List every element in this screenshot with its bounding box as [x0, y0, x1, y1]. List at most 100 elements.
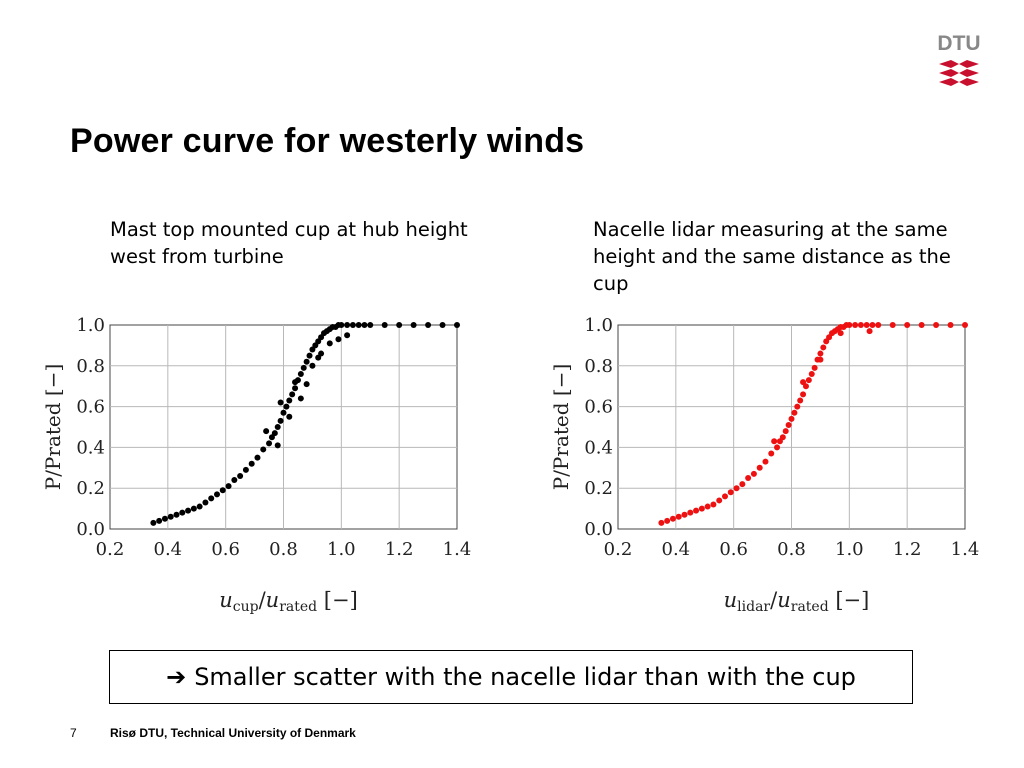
data-point: [263, 428, 270, 435]
data-point: [918, 322, 925, 328]
data-point: [779, 434, 786, 441]
data-point: [326, 340, 333, 347]
data-point: [875, 322, 882, 328]
logo-text: DTU: [937, 32, 980, 55]
y-tick-label: 0.8: [76, 356, 105, 377]
y-tick-label: 1.0: [584, 315, 613, 336]
data-point: [309, 362, 316, 369]
y-tick-label: 0.4: [76, 437, 105, 458]
data-point: [817, 350, 824, 357]
x-tick-label: 0.6: [719, 539, 748, 560]
x-label-slash: /: [770, 588, 778, 612]
data-point: [727, 489, 734, 496]
data-point: [286, 413, 293, 420]
data-point: [173, 511, 180, 518]
x-tick-label: 1.4: [951, 539, 980, 560]
logo-wave: [939, 69, 979, 77]
data-point: [756, 464, 763, 471]
x-tick-label: 0.6: [211, 539, 240, 560]
data-point: [315, 354, 322, 361]
x-label-space: [317, 588, 324, 612]
data-point: [664, 517, 671, 524]
data-point: [852, 322, 859, 328]
page-number: 7: [70, 726, 77, 740]
y-tick-label: 0.6: [76, 397, 105, 418]
data-point: [367, 322, 374, 328]
data-point: [303, 381, 310, 388]
data-point: [889, 322, 896, 328]
data-point: [800, 391, 807, 398]
data-point: [289, 391, 296, 398]
data-point: [190, 505, 197, 512]
data-point: [788, 415, 795, 422]
y-axis-label: P/Prated [−]: [549, 364, 573, 491]
data-point: [863, 322, 870, 328]
data-point: [396, 322, 403, 328]
data-point: [161, 515, 168, 522]
y-tick-label: 0.4: [584, 437, 613, 458]
data-point: [716, 497, 723, 504]
data-point: [710, 501, 717, 508]
data-point: [344, 322, 351, 328]
logo-wave: [939, 78, 979, 86]
data-point: [410, 322, 417, 328]
x-label-part: [−]: [324, 588, 358, 612]
y-axis-label: P/Prated [−]: [41, 364, 65, 491]
data-point: [274, 424, 281, 430]
data-point: [297, 395, 304, 402]
x-axis-label: ucup/urated [−]: [219, 588, 358, 615]
data-point: [768, 450, 775, 457]
data-point: [866, 328, 873, 335]
data-point: [254, 454, 261, 461]
data-point: [156, 517, 163, 524]
data-point: [857, 322, 864, 328]
data-point: [425, 322, 432, 328]
y-tick-label: 0.2: [76, 478, 105, 499]
y-tick-label: 1.0: [76, 315, 105, 336]
data-point: [785, 421, 792, 428]
y-tick-label: 0.2: [584, 478, 613, 499]
data-point: [693, 507, 700, 514]
data-point: [283, 403, 290, 410]
data-point: [277, 417, 284, 424]
data-point: [811, 364, 818, 371]
data-point: [658, 519, 665, 526]
data-point: [904, 322, 911, 328]
chart-cup-svg: 0.2 0.4 0.6 0.8 1.0 1.2 1.40.00.20.40.60.81.0P…: [41, 315, 471, 615]
x-tick-label: 0.4: [662, 539, 691, 560]
data-point: [869, 322, 876, 328]
data-point: [797, 397, 804, 404]
data-point: [745, 475, 752, 481]
slide-title: Power curve for westerly winds: [70, 122, 585, 160]
x-label-slash: /: [259, 588, 267, 612]
data-point: [837, 330, 844, 337]
data-point: [721, 493, 728, 500]
data-point: [167, 513, 174, 520]
data-point: [231, 477, 238, 484]
x-label-part: lidar: [737, 599, 770, 615]
conclusion-text: Smaller scatter with the nacelle lidar t…: [194, 663, 856, 691]
data-point: [277, 399, 284, 406]
caption-right: Nacelle lidar measuring at the same heig…: [593, 218, 951, 295]
footer-organization: Risø DTU, Technical University of Denmar…: [110, 726, 356, 740]
data-point: [150, 519, 157, 526]
data-point: [750, 470, 757, 477]
x-label-part: u: [724, 588, 738, 612]
data-point: [794, 403, 801, 410]
x-tick-label: 0.2: [96, 539, 125, 560]
x-tick-label: 0.4: [154, 539, 183, 560]
data-point: [381, 322, 388, 328]
data-point: [335, 336, 342, 343]
data-point: [338, 322, 345, 328]
x-tick-label: 1.0: [327, 539, 356, 560]
data-point: [260, 446, 267, 453]
data-point: [808, 370, 815, 377]
data-point: [248, 460, 255, 467]
caption-left: Mast top mounted cup at hub height west …: [110, 218, 468, 268]
data-point: [805, 377, 812, 384]
chart-cup: 0.2 0.4 0.6 0.8 1.0 1.2 1.4 0.0 0.2 0.4 0.6 0.8 1.0 P…: [10, 305, 480, 635]
data-point: [933, 322, 940, 328]
data-point: [675, 513, 682, 520]
y-tick-label: 0.6: [584, 397, 613, 418]
data-point: [687, 509, 694, 516]
